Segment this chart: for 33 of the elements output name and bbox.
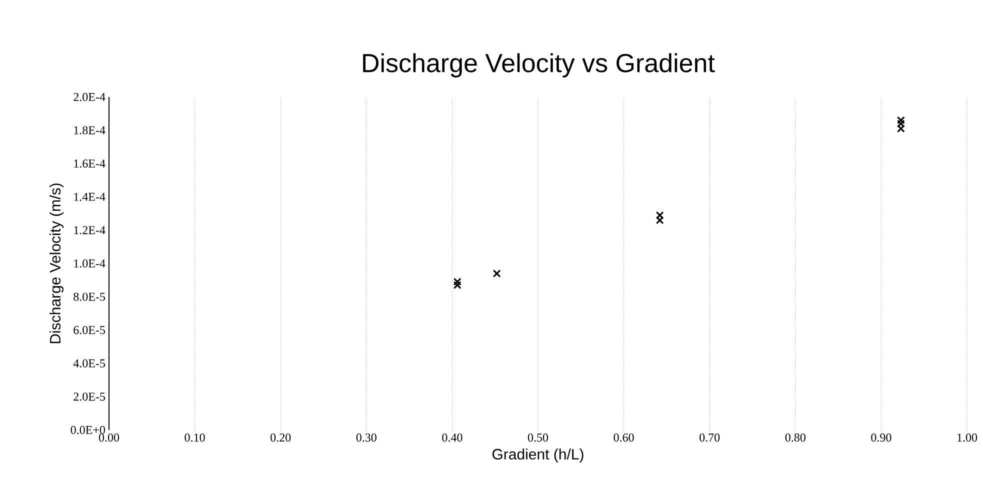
- point: [896, 124, 905, 133]
- x-tick-label: 0.40: [442, 434, 462, 442]
- x-tick-label: 1.00: [958, 434, 978, 442]
- y-tick-label: 1.8E-4: [74, 126, 106, 134]
- x-tick-label: 0.50: [528, 434, 548, 442]
- y-tick-label: 2.0E-4: [74, 92, 106, 102]
- x-tick-label: 0.60: [614, 434, 634, 442]
- x-tick-label: 0.00: [98, 434, 120, 442]
- y-tick-label: 4.0E-5: [73, 359, 106, 368]
- point: [492, 269, 501, 278]
- point: [896, 120, 905, 128]
- y-tick-label: 1.4E-4: [74, 192, 106, 201]
- y-axis-title: Discharge Velocity (m/s): [50, 184, 64, 344]
- point: [453, 281, 462, 290]
- y-tick-label: 1.6E-4: [74, 160, 106, 168]
- x-axis-title: Gradient (h/L): [492, 448, 584, 463]
- y-tick-label: 8.0E-5: [74, 292, 106, 301]
- y-tick-label: 6.0E-5: [74, 326, 106, 334]
- x-tick-label: 0.90: [871, 434, 892, 442]
- point: [656, 211, 664, 220]
- x-tick-label: 0.80: [785, 434, 806, 442]
- y-tick-label: 1.2E-4: [74, 226, 106, 234]
- y-tick-label: 2.0E-5: [74, 392, 106, 401]
- chart-title: Discharge Velocity vs Gradient: [363, 53, 715, 78]
- x-tick-label: 0.70: [700, 434, 720, 442]
- x-tick-label: 0.20: [270, 434, 291, 442]
- x-tick-label: 0.30: [356, 434, 376, 442]
- y-tick-label: 1.0E-4: [74, 259, 106, 268]
- point: [453, 278, 462, 286]
- x-tick-label: 0.10: [184, 434, 205, 442]
- point: [656, 216, 664, 224]
- point: [896, 116, 905, 124]
- y-tick-label: 0.0E+0: [70, 426, 106, 434]
